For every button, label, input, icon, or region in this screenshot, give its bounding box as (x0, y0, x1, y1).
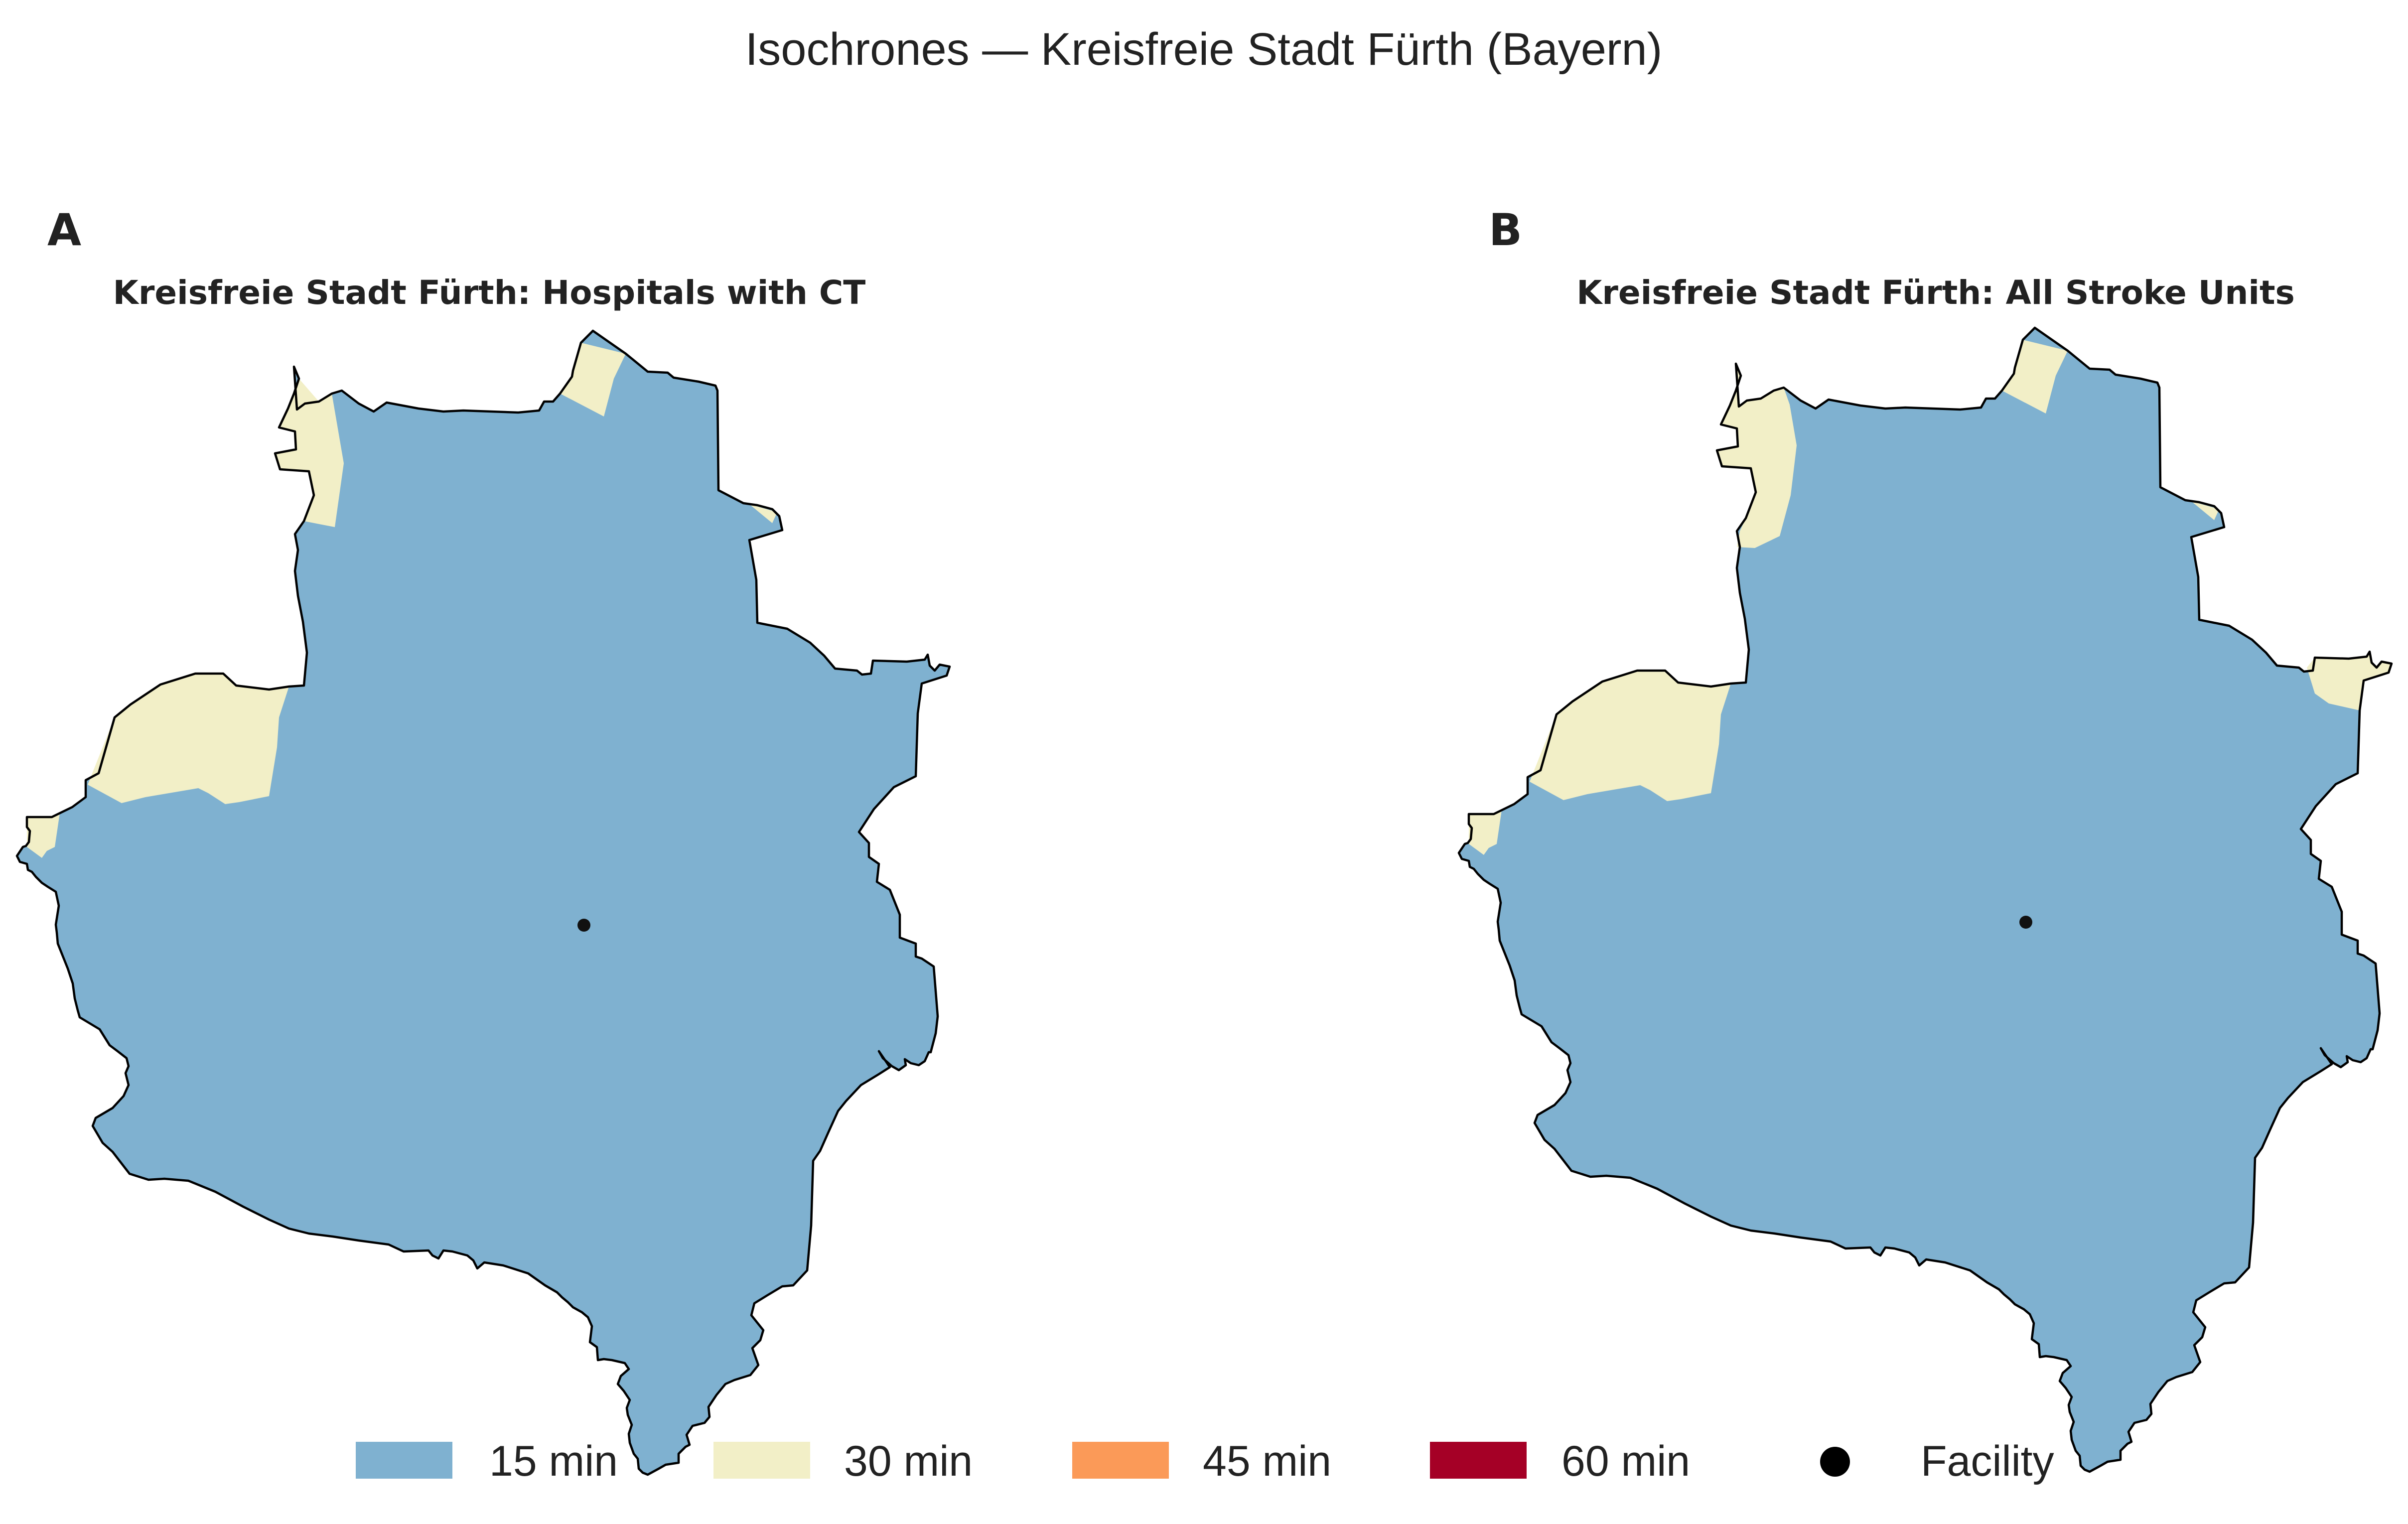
legend-swatch-60min (1430, 1442, 1527, 1479)
isochrone-30min-area (2191, 501, 2219, 520)
facility-marker (2019, 916, 2032, 929)
panel-title: Kreisfreie Stadt Fürth: Hospitals with C… (113, 274, 866, 312)
isochrone-30min-area (88, 674, 289, 804)
panel-a: A Kreisfreie Stadt Fürth: Hospitals with… (17, 204, 950, 1475)
isochrone-30min-area (27, 813, 60, 858)
legend-swatch-30min (713, 1442, 810, 1479)
legend: 15 min 30 min 45 min 60 min Facility (356, 1437, 2054, 1485)
legend-label-facility: Facility (1921, 1437, 2054, 1485)
legend-label-30min: 30 min (844, 1437, 973, 1485)
map-b (1459, 328, 2392, 1472)
facility-marker (577, 919, 590, 932)
panel-b: B Kreisfreie Stadt Fürth: All Stroke Uni… (1459, 204, 2392, 1472)
isochrone-30min-area (1717, 364, 1797, 548)
panel-letter: A (47, 204, 81, 256)
legend-label-45min: 45 min (1203, 1437, 1331, 1485)
legend-swatch-45min (1072, 1442, 1169, 1479)
legend-label-15min: 15 min (489, 1437, 618, 1485)
legend-label-60min: 60 min (1561, 1437, 1690, 1485)
isochrone-15min-area (1459, 328, 2392, 1472)
isochrone-30min-area (275, 379, 344, 527)
isochrone-30min-area (2307, 652, 2392, 710)
legend-swatch-15min (356, 1442, 452, 1479)
figure-title: Isochrones — Kreisfreie Stadt Fürth (Bay… (745, 24, 1663, 75)
map-a (17, 331, 950, 1475)
isochrone-30min-area (1469, 810, 1502, 855)
isochrone-30min-area (1530, 671, 1731, 801)
isochrone-15min-area (17, 331, 950, 1475)
panel-letter: B (1489, 204, 1522, 256)
isochrone-30min-area (749, 504, 777, 523)
legend-facility-icon (1820, 1447, 1850, 1477)
panel-title: Kreisfreie Stadt Fürth: All Stroke Units (1576, 274, 2295, 312)
